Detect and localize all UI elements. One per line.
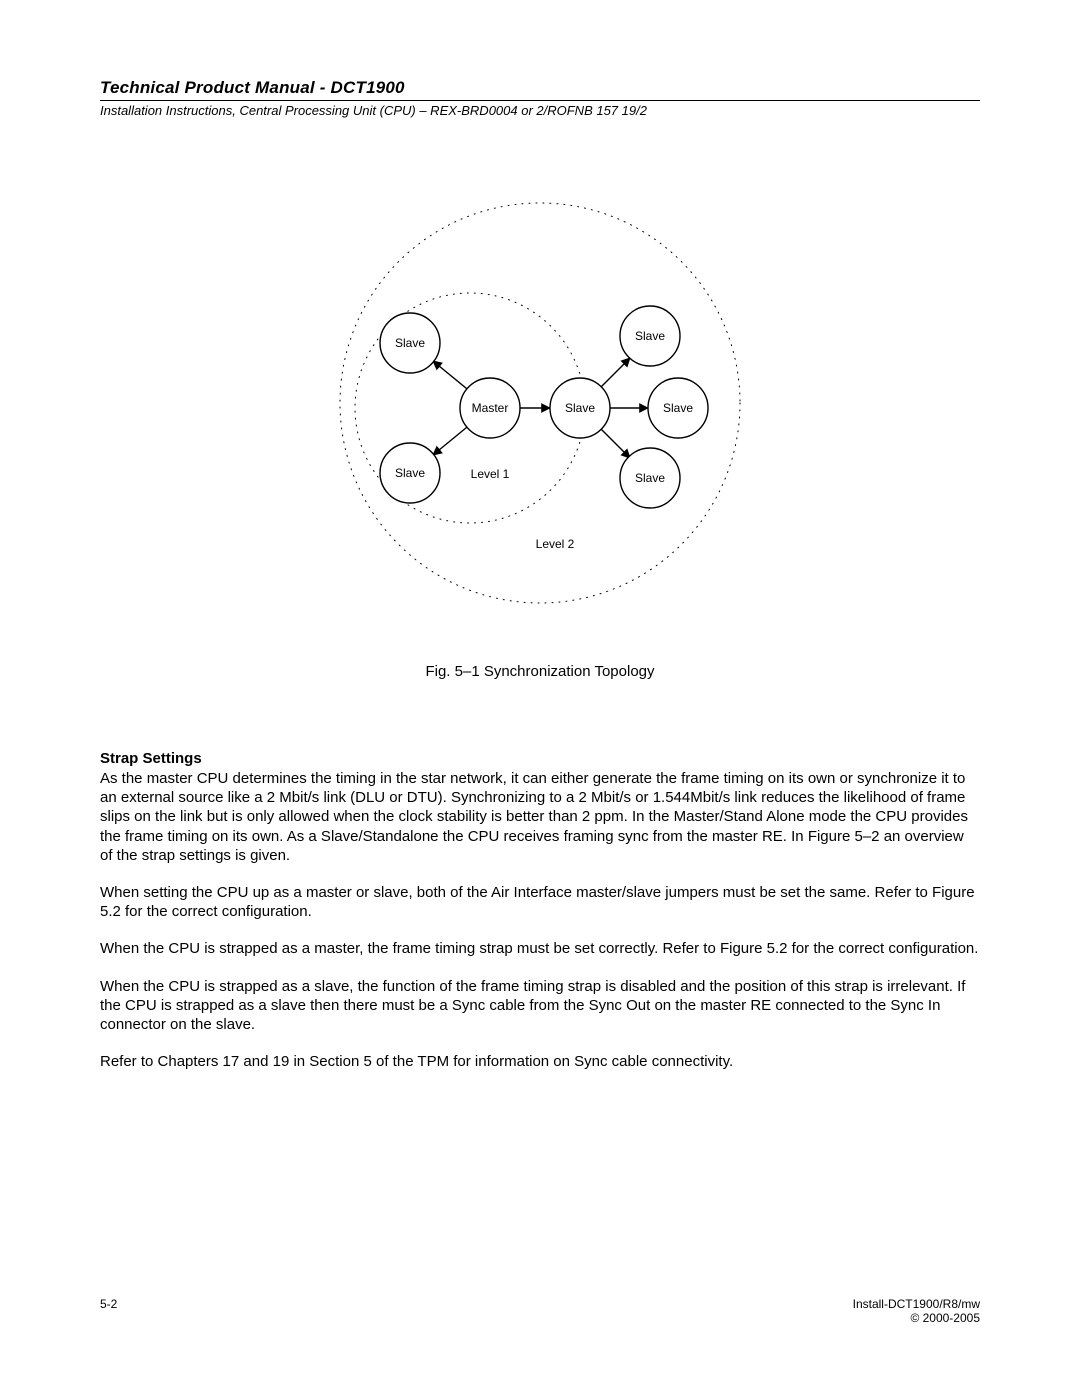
header-subtitle: Installation Instructions, Central Proce… bbox=[100, 103, 980, 118]
node-slave-c-label: Slave bbox=[565, 401, 595, 415]
node-slave-bottom-right: Slave bbox=[620, 448, 680, 508]
figure-5-1: Master Slave Slave Slave Slave Slave bbox=[100, 178, 980, 680]
strap-settings-heading: Strap Settings bbox=[100, 750, 980, 767]
node-slave-tr-label: Slave bbox=[635, 329, 665, 343]
level-2-label: Level 2 bbox=[536, 537, 575, 551]
page-footer: 5-2 Install-DCT1900/R8/mw © 2000-2005 bbox=[100, 1297, 980, 1325]
paragraph-4: When the CPU is strapped as a slave, the… bbox=[100, 977, 980, 1035]
footer-doc-id-line1: Install-DCT1900/R8/mw bbox=[853, 1297, 980, 1311]
edge-master-slaveTL bbox=[433, 361, 472, 393]
paragraph-3: When the CPU is strapped as a master, th… bbox=[100, 939, 980, 958]
footer-doc-id: Install-DCT1900/R8/mw © 2000-2005 bbox=[853, 1297, 980, 1325]
header-title: Technical Product Manual - DCT1900 bbox=[100, 78, 980, 98]
footer-page-number: 5-2 bbox=[100, 1297, 117, 1311]
paragraph-1: As the master CPU determines the timing … bbox=[100, 769, 980, 865]
node-slave-tl-label: Slave bbox=[395, 336, 425, 350]
page-header: Technical Product Manual - DCT1900 Insta… bbox=[100, 78, 980, 118]
node-slave-br-label: Slave bbox=[635, 471, 665, 485]
node-slave-r-label: Slave bbox=[663, 401, 693, 415]
level-1-label: Level 1 bbox=[471, 467, 510, 481]
node-master-label: Master bbox=[472, 401, 509, 415]
node-slave-bottom-left: Slave bbox=[380, 443, 440, 503]
edge-slaveC-slaveTR bbox=[600, 358, 630, 388]
section-strap-settings: Strap Settings As the master CPU determi… bbox=[100, 750, 980, 1071]
paragraph-2: When setting the CPU up as a master or s… bbox=[100, 883, 980, 921]
edge-slaveC-slaveBR bbox=[600, 428, 630, 458]
footer-copyright: © 2000-2005 bbox=[853, 1311, 980, 1325]
node-slave-top-left: Slave bbox=[380, 313, 440, 373]
node-slave-bl-label: Slave bbox=[395, 466, 425, 480]
edge-master-slaveBL bbox=[433, 423, 472, 455]
node-slave-top-right: Slave bbox=[620, 306, 680, 366]
page-container: Technical Product Manual - DCT1900 Insta… bbox=[0, 0, 1080, 1397]
node-slave-right: Slave bbox=[648, 378, 708, 438]
paragraph-5: Refer to Chapters 17 and 19 in Section 5… bbox=[100, 1052, 980, 1071]
figure-caption: Fig. 5–1 Synchronization Topology bbox=[100, 663, 980, 680]
header-rule bbox=[100, 100, 980, 101]
node-master: Master bbox=[460, 378, 520, 438]
synchronization-topology-diagram: Master Slave Slave Slave Slave Slave bbox=[280, 178, 800, 618]
node-slave-center: Slave bbox=[550, 378, 610, 438]
